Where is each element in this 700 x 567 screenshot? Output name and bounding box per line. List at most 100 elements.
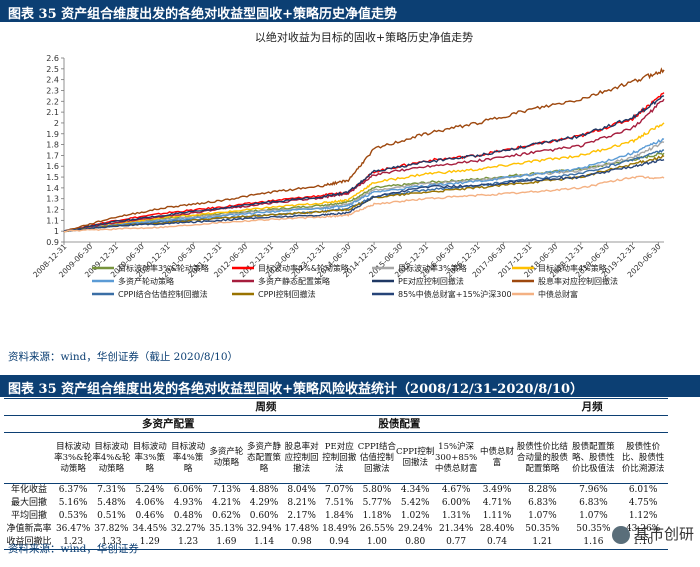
- table-cell: 0.53%: [58, 511, 88, 521]
- table-cell: 0.48%: [173, 511, 203, 521]
- table-cell: 5.48%: [97, 498, 126, 508]
- table-cell: 4.67%: [441, 485, 471, 495]
- table-cell: 1.33: [92, 536, 131, 550]
- legend-label-3: 目标波动率4%策略: [538, 263, 607, 273]
- table-row: 收益回撤比 1.23 1.33 1.29 1.23 1.69 1.14 0.98 0.94 1.0…: [4, 536, 668, 550]
- series-line-10: [63, 158, 665, 233]
- table-cell: 1.29: [130, 536, 169, 550]
- legend-label-0: 目标波动率3%&轮动策略: [118, 263, 209, 273]
- group-row-2: 多资产配置 股债配置: [4, 415, 668, 433]
- y-tick-label: 1.3: [46, 195, 59, 204]
- table-cell: 21.34%: [438, 524, 474, 534]
- row-label: 净值新高率: [6, 524, 52, 534]
- table-cell: 32.27%: [170, 524, 206, 534]
- table-cell: 1.11%: [482, 511, 512, 521]
- table-cell: 1.23: [53, 536, 93, 550]
- table-cell: 4.06%: [135, 498, 165, 508]
- y-tick-label: 2.3: [46, 86, 59, 95]
- column-header: 多资产轮动策略: [207, 432, 246, 484]
- series-line-6: [63, 95, 665, 232]
- table-cell: 6.37%: [58, 485, 88, 495]
- table-cell: 1.02%: [400, 511, 430, 521]
- series-line-7: [63, 67, 665, 233]
- table-cell: 1.00: [357, 536, 397, 550]
- column-header: CPPI控制回撤法: [396, 432, 435, 484]
- table-cell: 29.24%: [398, 524, 433, 534]
- table-cell: 50.35%: [576, 524, 611, 534]
- y-tick-label: 2.2: [46, 97, 59, 106]
- row-label: 收益回撤比: [4, 536, 54, 550]
- wechat-logo-icon: [611, 525, 630, 544]
- stats-table: 周频 月频 多资产配置 股债配置 目标波动率3%&轮动策略 目标波动率4%&轮动策…: [4, 398, 668, 550]
- table-cell: 1.07%: [528, 511, 557, 521]
- figure2-title-bar: 图表 35 资产组合维度出发的各绝对收益型固收+策略风险收益统计（2008/12…: [0, 375, 700, 397]
- table-row: 最大回撤 5.16% 5.48% 4.06% 4.93% 4.21% 4.29% 8.21% 7…: [4, 497, 668, 510]
- figure2-source: 资料来源：wind，华创证券: [8, 543, 139, 555]
- table-row: 年化收益 6.37% 7.31% 5.24% 6.06% 7.13% 4.88% 8.04% 7…: [4, 484, 668, 498]
- table-cell: 4.93%: [173, 498, 203, 508]
- legend-label-10: 85%中债总财富+15%沪深300: [398, 289, 512, 299]
- watermark-text: 基市创研: [633, 525, 694, 543]
- table-cell: 4.29%: [249, 498, 279, 508]
- y-tick-label: 1.9: [46, 130, 59, 139]
- column-header: 股债性价比结合动量的股债配置策略: [516, 432, 569, 484]
- table-cell: 0.46%: [135, 511, 165, 521]
- table-cell: 3.49%: [482, 485, 512, 495]
- table-cell: 1.14: [245, 536, 283, 550]
- table-cell: 5.16%: [58, 498, 88, 508]
- table-cell: 0.51%: [97, 511, 126, 521]
- table-cell: 5.42%: [400, 498, 430, 508]
- table-cell: 5.24%: [135, 485, 165, 495]
- table-cell: 7.13%: [212, 485, 241, 495]
- table-cell: 5.77%: [362, 498, 392, 508]
- table-cell: 1.84%: [324, 511, 354, 521]
- column-header: PE对应控制回撤法: [320, 432, 358, 484]
- figure2-title: 图表 35 资产组合维度出发的各绝对收益型固收+策略风险收益统计（2008/12…: [8, 382, 584, 397]
- y-tick-label: 1.8: [46, 141, 59, 150]
- group-multi-asset: 多资产配置: [53, 415, 283, 433]
- y-tick-label: 1.4: [46, 184, 59, 193]
- y-tick-label: 2.5: [46, 65, 59, 74]
- column-header: 股债性价比、股债性价比溯源法: [618, 432, 668, 484]
- table-cell: 0.98: [282, 536, 321, 550]
- table-cell: 6.83%: [528, 498, 557, 508]
- legend-label-9: CPPI控制回撤法: [258, 289, 316, 299]
- table-cell: 7.31%: [97, 485, 126, 495]
- column-header: 中债总财富: [477, 432, 517, 484]
- table-cell: 28.40%: [479, 524, 515, 534]
- table-cell: 1.69: [207, 536, 246, 550]
- table-cell: 50.35%: [525, 524, 560, 534]
- legend-label-11: 中债总财富: [538, 289, 578, 299]
- series-line-5: [63, 98, 665, 233]
- table-cell: 7.51%: [324, 498, 354, 508]
- table-cell: 0.80: [396, 536, 435, 550]
- nav-line-chart: 以绝对收益为目标的固收+策略历史净值走势 0.9 1 1.11.2 1.3 1.4 1.5 1…: [31, 30, 665, 299]
- y-tick-label: 2.1: [46, 108, 59, 117]
- table-row: 平均回撤 0.53% 0.51% 0.46% 0.48% 0.62% 0.60% 2.17% 1…: [4, 510, 668, 523]
- column-header: 目标波动率4%&轮动策略: [92, 432, 131, 484]
- table-cell: 6.83%: [579, 498, 608, 508]
- y-tick-label: 1.2: [46, 206, 59, 215]
- table-cell: 4.34%: [400, 485, 430, 495]
- table-cell: 1.18%: [362, 511, 392, 521]
- y-tick-label: 1.7: [46, 151, 59, 160]
- legend-label-2: 目标波动率3%策略: [398, 263, 467, 273]
- table-cell: 17.48%: [284, 524, 319, 534]
- legend-label-6: PE对应控制回撤法: [398, 276, 464, 286]
- table-cell: 0.60%: [249, 511, 279, 521]
- table-cell: 1.21: [516, 536, 569, 550]
- y-tick-label: 2.6: [46, 54, 59, 63]
- group-monthly: 月频: [516, 398, 668, 416]
- row-label: 年化收益: [10, 485, 47, 495]
- column-header: 多资产静态配置策略: [245, 432, 283, 484]
- table-row: 净值新高率 36.47% 37.82% 34.45% 32.27% 35.13% 32.94…: [4, 523, 668, 536]
- table-cell: 8.04%: [287, 485, 316, 495]
- table-cell: 7.07%: [324, 485, 354, 495]
- y-tick-label: 1: [54, 227, 59, 236]
- legend-label-7: 股息率对应控制回撤法: [538, 276, 618, 286]
- table-cell: 1.23: [168, 536, 208, 550]
- header-row: 目标波动率3%&轮动策略 目标波动率4%&轮动策略 目标波动率3%策略 目标波动率4%…: [4, 432, 668, 484]
- table-cell: 5.80%: [362, 485, 392, 495]
- y-tick-label: 2: [54, 119, 59, 128]
- table-cell: 1.16: [568, 536, 619, 550]
